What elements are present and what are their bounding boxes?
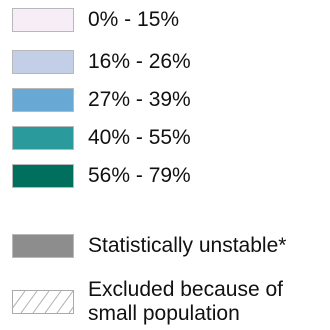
legend-label-excluded: Excluded because of small population (88, 278, 283, 325)
legend-label-27-39: 27% - 39% (88, 88, 191, 111)
legend-swatch-56-79 (12, 164, 74, 188)
legend-label-56-79: 56% - 79% (88, 164, 191, 187)
legend-item-0-15: 0% - 15% (12, 8, 179, 32)
legend-swatch-unstable (12, 234, 74, 258)
legend-item-56-79: 56% - 79% (12, 164, 191, 188)
legend-label-0-15: 0% - 15% (88, 8, 180, 31)
legend-item-16-26: 16% - 26% (12, 50, 191, 74)
legend-item-excluded: Excluded because of small population (12, 278, 328, 326)
legend-label-16-26: 16% - 26% (88, 50, 191, 73)
legend-item-unstable: Statistically unstable* (12, 234, 286, 258)
legend-swatch-16-26 (12, 50, 74, 74)
legend-swatch-40-55 (12, 126, 74, 150)
legend-item-40-55: 40% - 55% (12, 126, 191, 150)
legend-swatch-27-39 (12, 88, 74, 112)
legend-swatch-0-15 (12, 8, 74, 32)
hatched-swatch-icon (12, 290, 74, 314)
legend-label-unstable: Statistically unstable* (88, 234, 287, 257)
legend-label-40-55: 40% - 55% (88, 126, 191, 149)
legend-item-27-39: 27% - 39% (12, 88, 191, 112)
